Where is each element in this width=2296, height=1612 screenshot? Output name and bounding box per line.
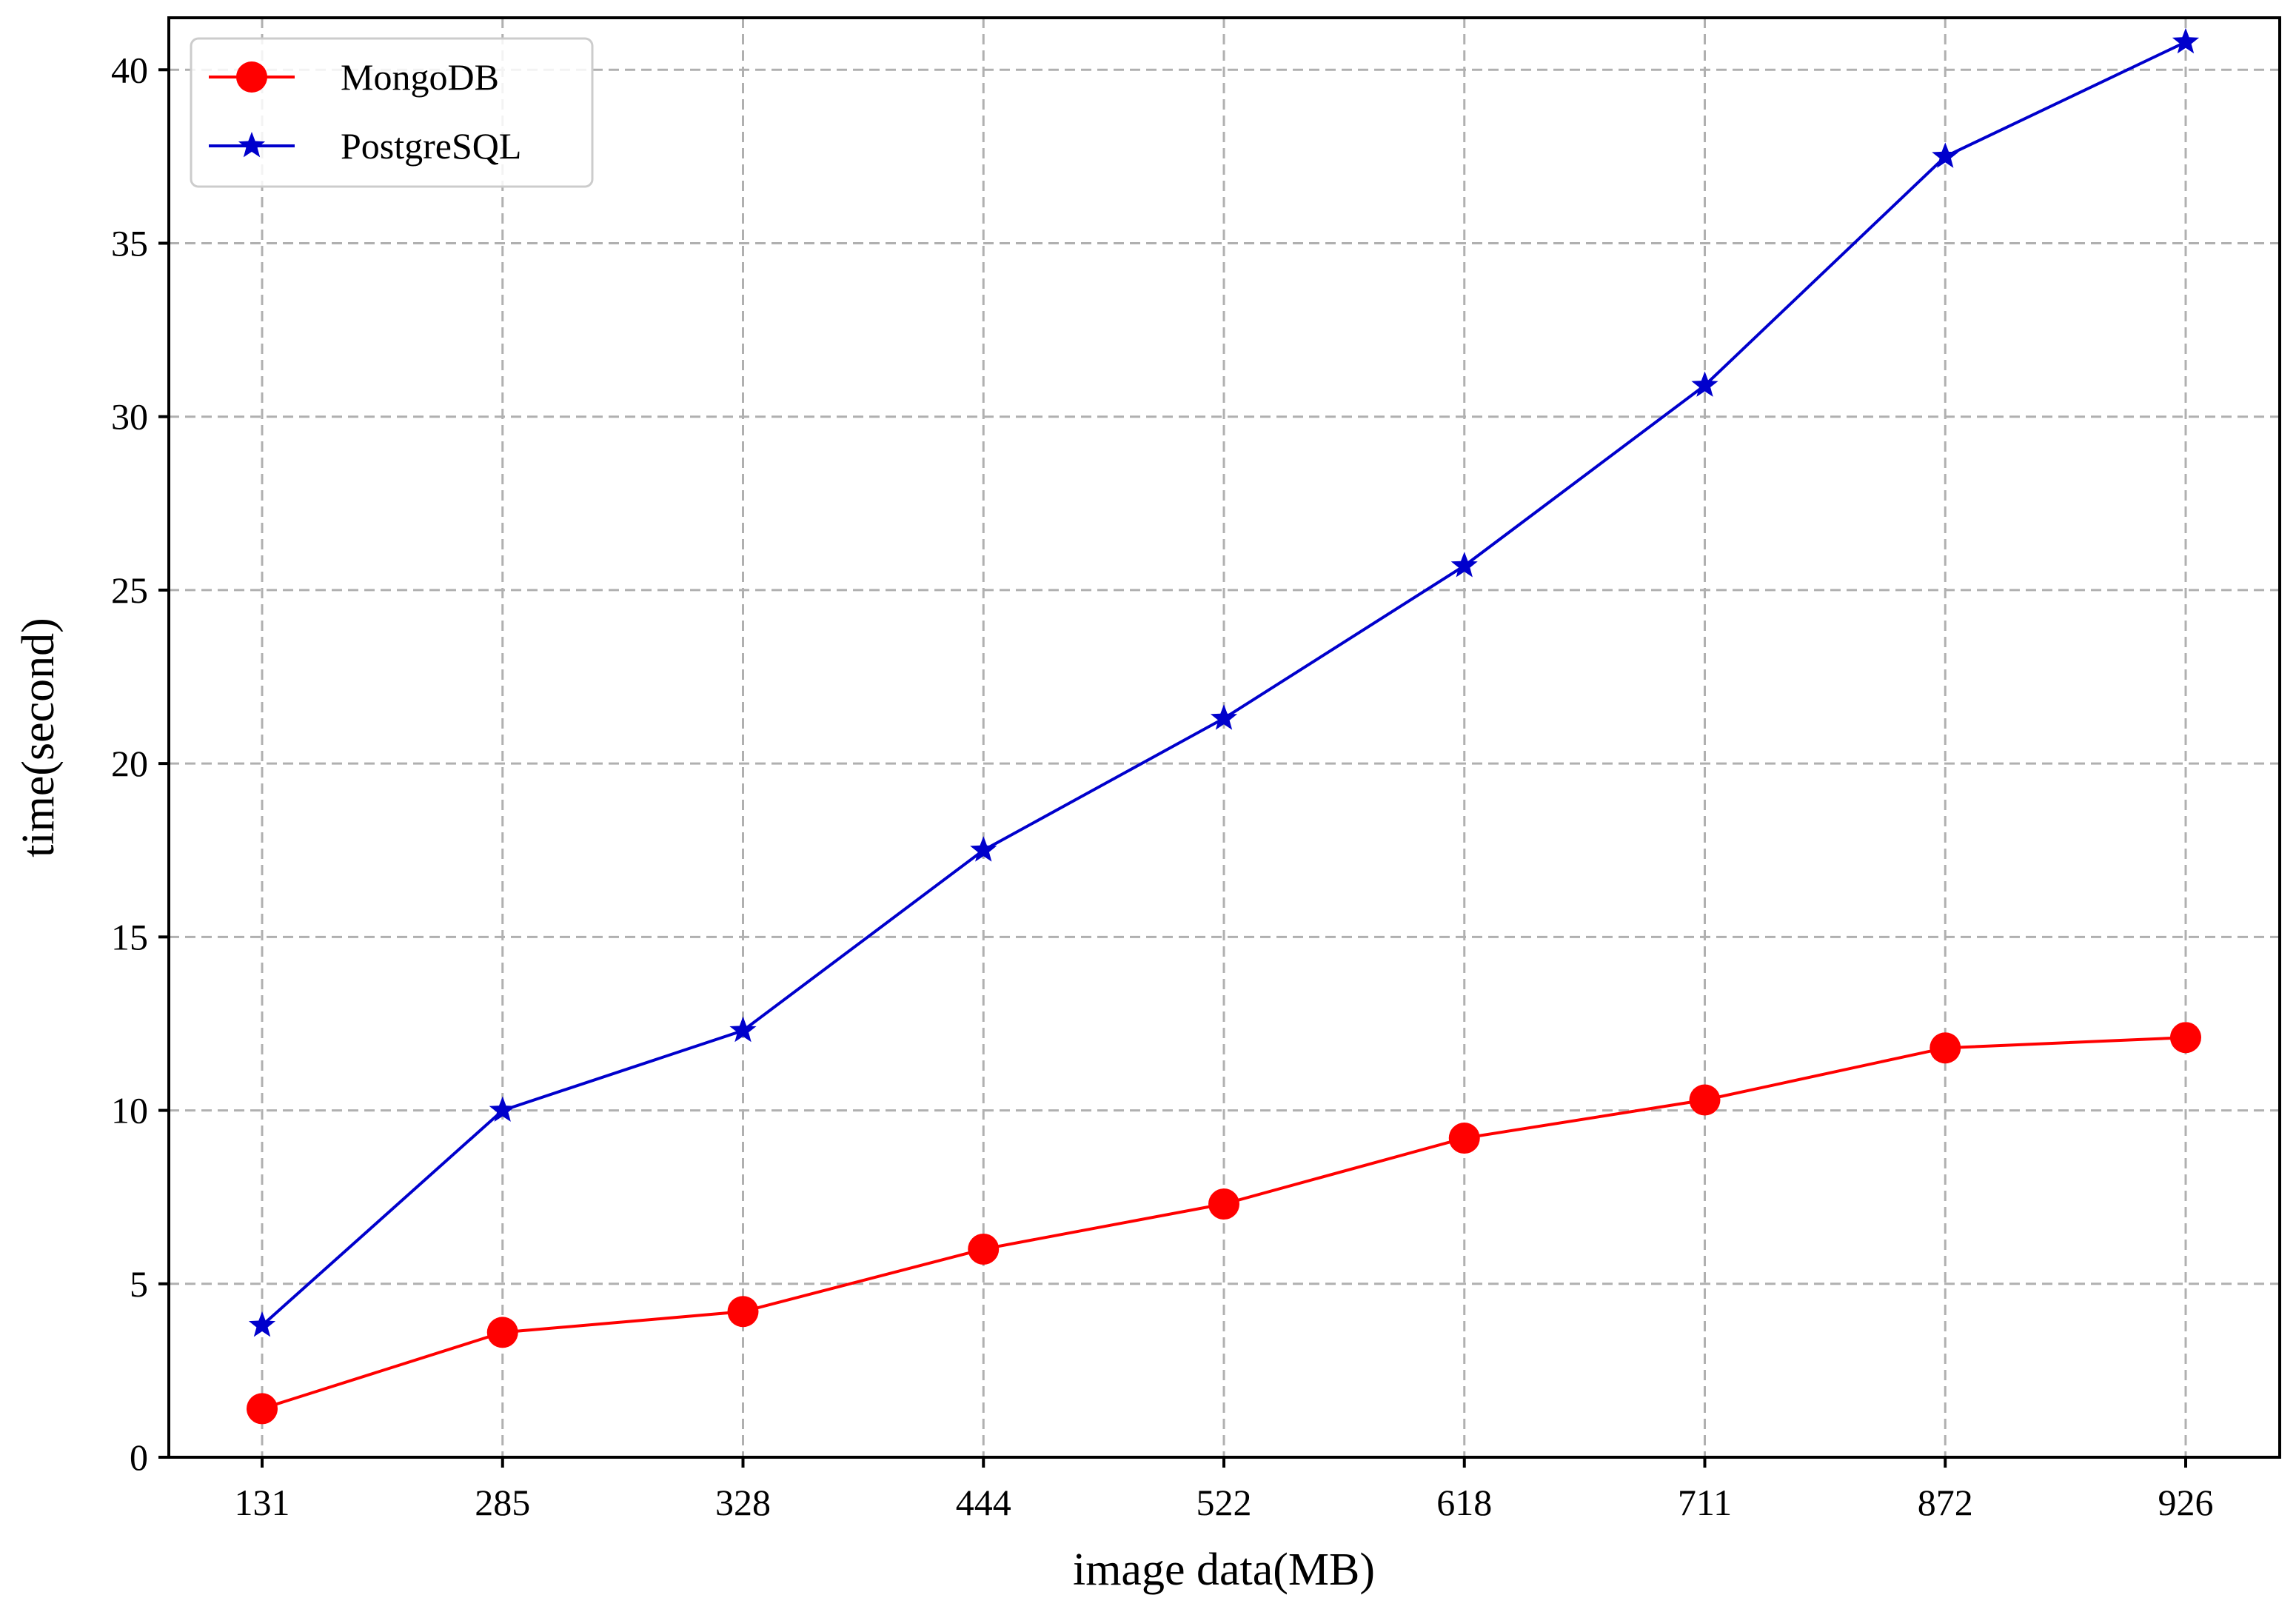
mongodb-point [968,1233,1000,1265]
postgresql-point [2172,27,2200,54]
postgresql-point [489,1096,516,1122]
legend: MongoDB PostgreSQL [190,37,594,188]
mongodb-point [1448,1123,1480,1154]
x-tick-label: 711 [1678,1482,1732,1523]
postgresql-point [729,1016,757,1043]
postgresql-point [1691,371,1718,397]
x-tick-label: 872 [1918,1482,1973,1523]
y-tick-label: 10 [111,1090,148,1131]
mongodb-point [1929,1032,1961,1064]
x-tick-label: 328 [715,1482,771,1523]
y-tick-label: 30 [111,396,148,438]
y-tick-label: 20 [111,743,148,784]
x-tick-label: 444 [956,1482,1011,1523]
postgresql-point [970,836,997,862]
y-tick-label: 40 [111,49,148,90]
postgresql-point [1932,142,1959,168]
y-tick-label: 0 [130,1437,148,1478]
postgresql-point [248,1311,276,1337]
axis-ticks: 131 285 328 444 522 618 711 872 926 0 5 10 15 20 25 30 3… [111,49,2214,1523]
mongodb-point [727,1296,759,1328]
mongodb-point [1689,1084,1721,1116]
mongodb-point [2170,1022,2201,1054]
x-tick-label: 131 [235,1482,290,1523]
mongodb-point [1208,1188,1239,1220]
grid [169,18,2280,1457]
postgresql-point [1450,552,1478,578]
legend-mongodb-label: MongoDB [341,56,499,98]
legend-postgresql-marker [238,132,266,158]
y-tick-label: 35 [111,222,148,264]
x-axis-label: image data(MB) [1073,1545,1375,1595]
mongodb-point [486,1317,518,1348]
y-tick-label: 15 [111,916,148,957]
y-tick-label: 25 [111,569,148,611]
mongodb-point [247,1393,278,1425]
postgresql-point [1210,704,1238,730]
series-layer [247,27,2201,1425]
x-tick-label: 522 [1196,1482,1252,1523]
x-tick-label: 926 [2158,1482,2214,1523]
legend-mongodb-marker [236,61,267,93]
legend-postgresql-label: PostgreSQL [341,125,521,167]
y-axis-label: time(second) [13,618,64,857]
x-tick-label: 618 [1436,1482,1492,1523]
x-tick-label: 285 [475,1482,530,1523]
y-tick-label: 5 [130,1263,148,1305]
